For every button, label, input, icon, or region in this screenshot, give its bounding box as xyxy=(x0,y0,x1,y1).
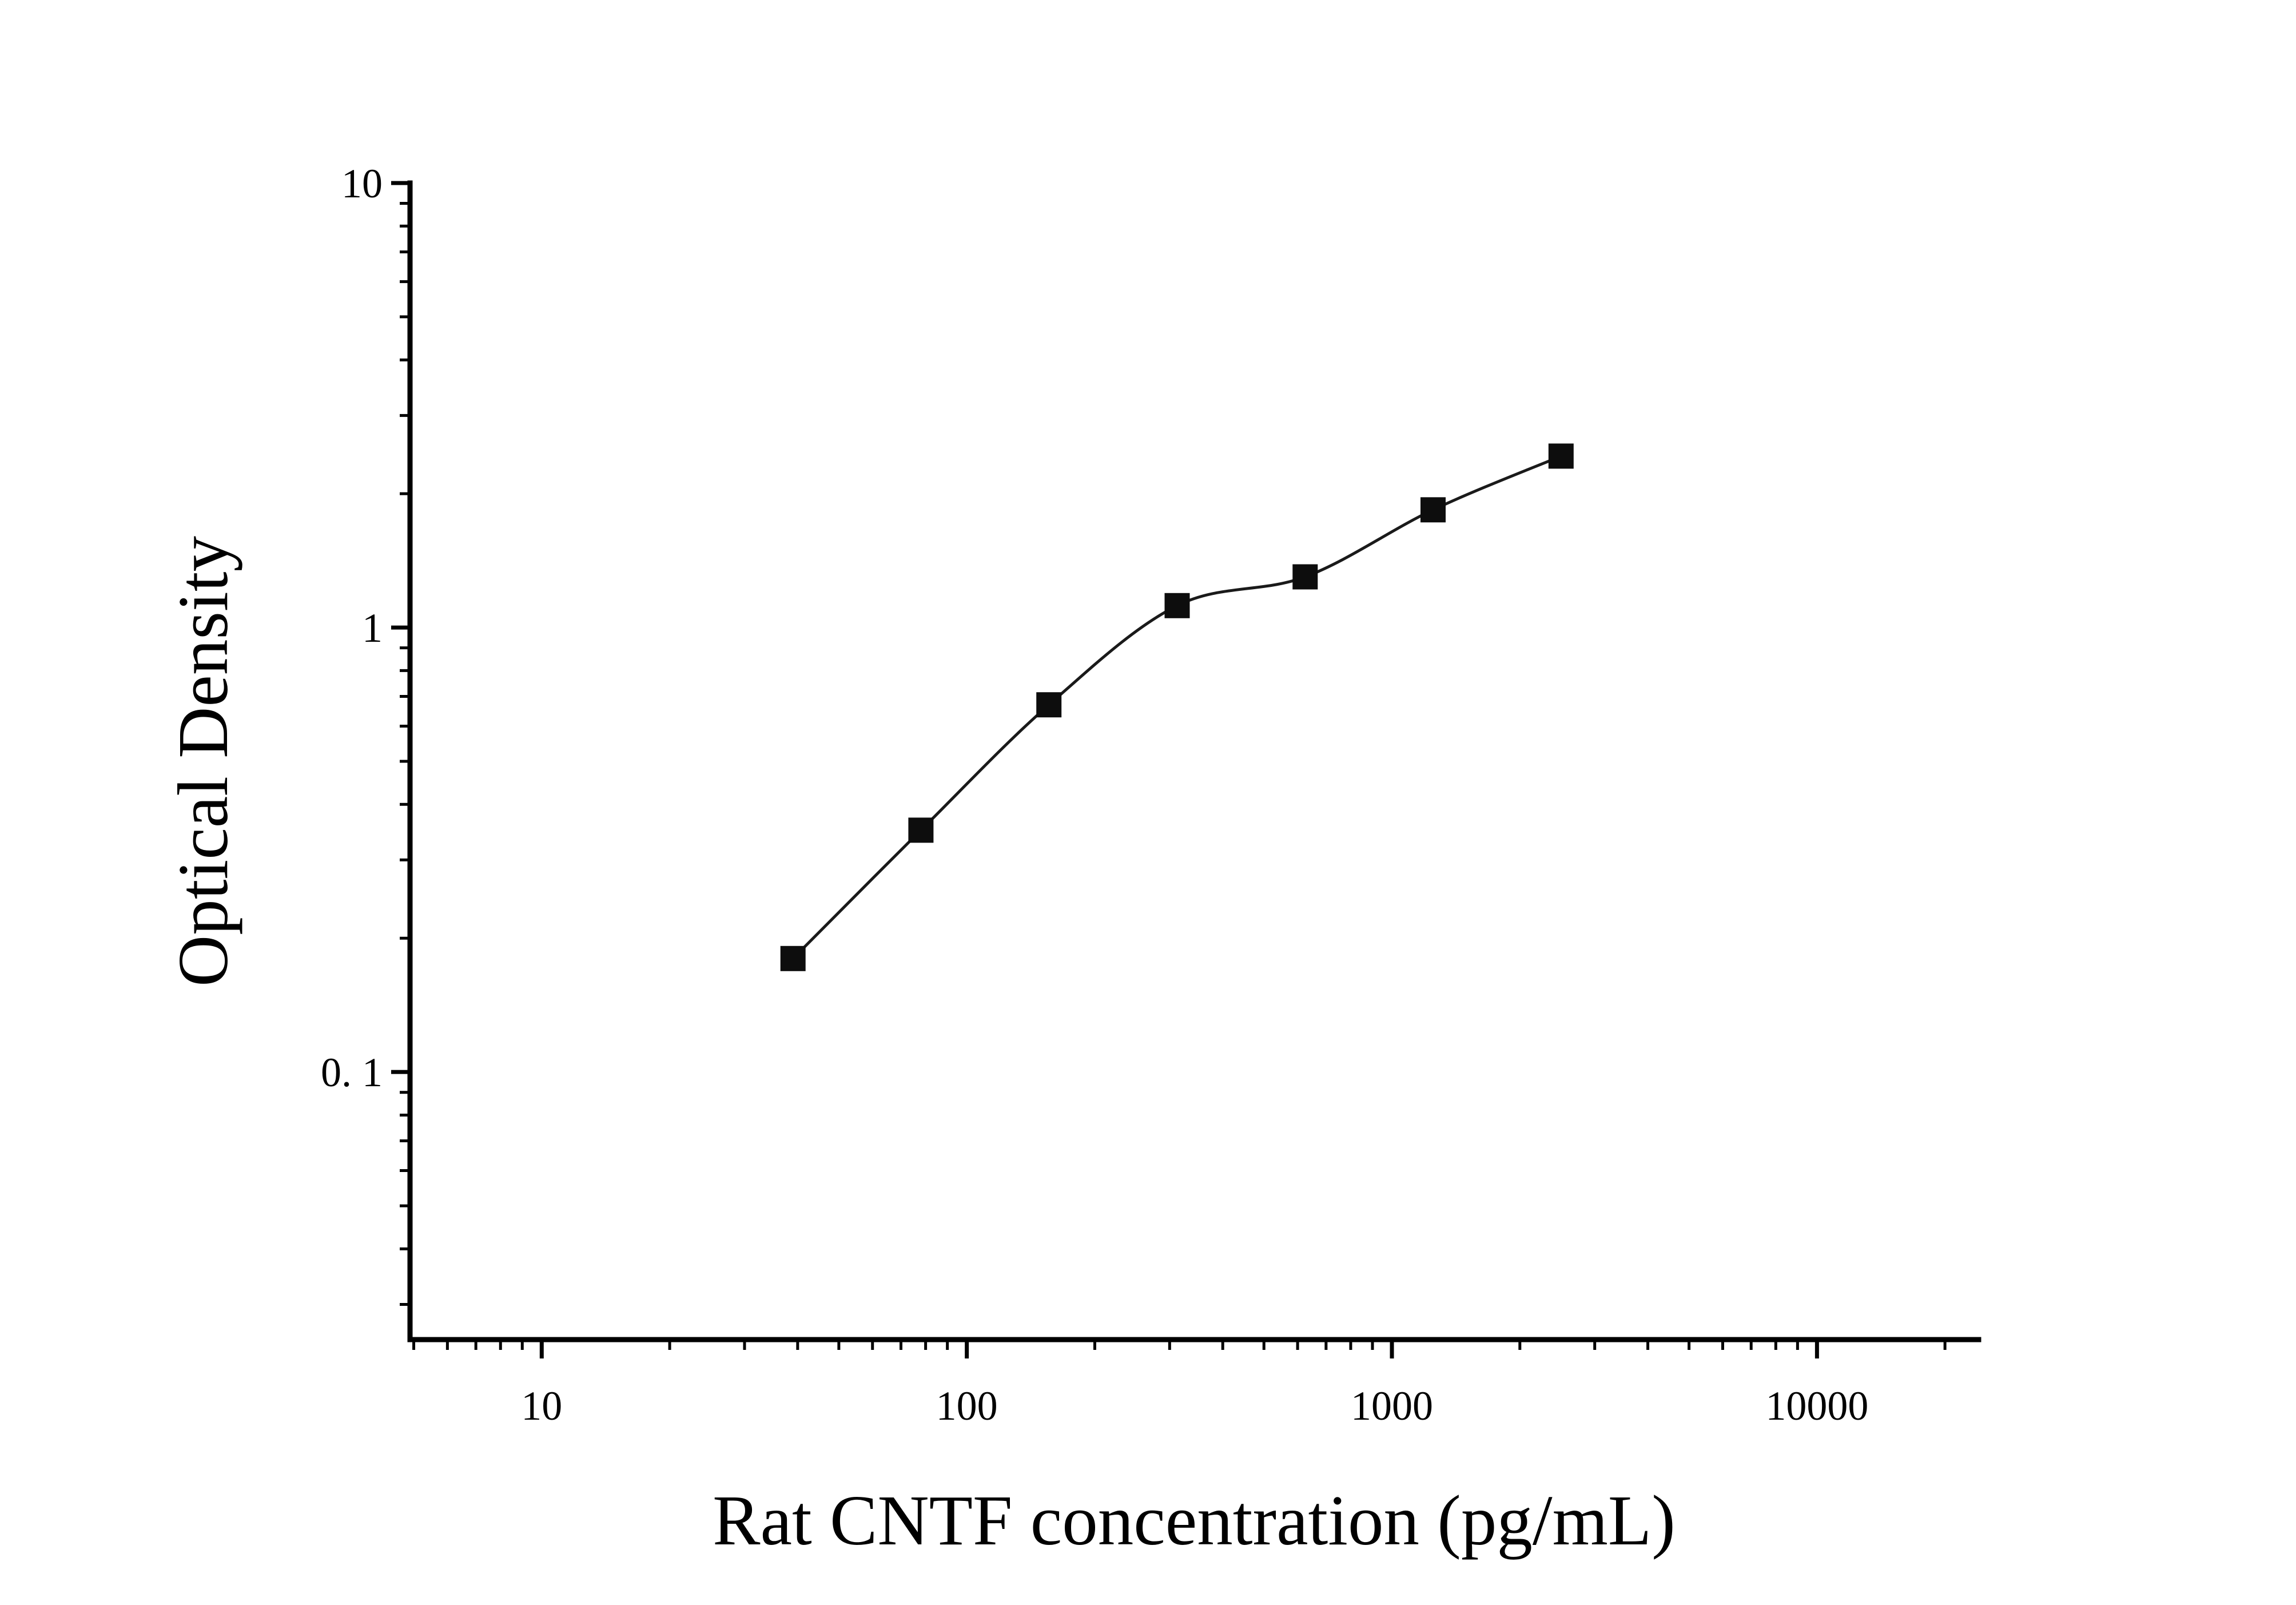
data-point-marker xyxy=(780,945,806,971)
x-tick-label: 10 xyxy=(521,1383,562,1429)
plot-area: 10 100 1000 10000 0. 1 1 10 xyxy=(321,161,1981,1429)
data-point-marker xyxy=(1036,692,1062,718)
y-tick-label: 10 xyxy=(341,161,383,206)
x-tick-label: 10000 xyxy=(1765,1383,1868,1429)
y-tick-label: 0. 1 xyxy=(321,1050,383,1095)
data-point-marker xyxy=(1548,443,1574,469)
data-point-marker xyxy=(908,817,934,843)
x-tick-label: 1000 xyxy=(1351,1383,1433,1429)
y-tick-label: 1 xyxy=(362,605,383,651)
y-axis-title: Optical Density xyxy=(164,535,243,987)
data-point-marker xyxy=(1420,497,1446,523)
fit-curve xyxy=(791,455,1562,960)
x-axis-title: Rat CNTF concentration (pg/mL) xyxy=(713,1481,1676,1560)
data-point-marker xyxy=(1292,564,1318,590)
data-point-marker xyxy=(1164,593,1190,618)
axis-lines xyxy=(407,180,1981,1342)
x-tick-label: 100 xyxy=(936,1383,998,1429)
